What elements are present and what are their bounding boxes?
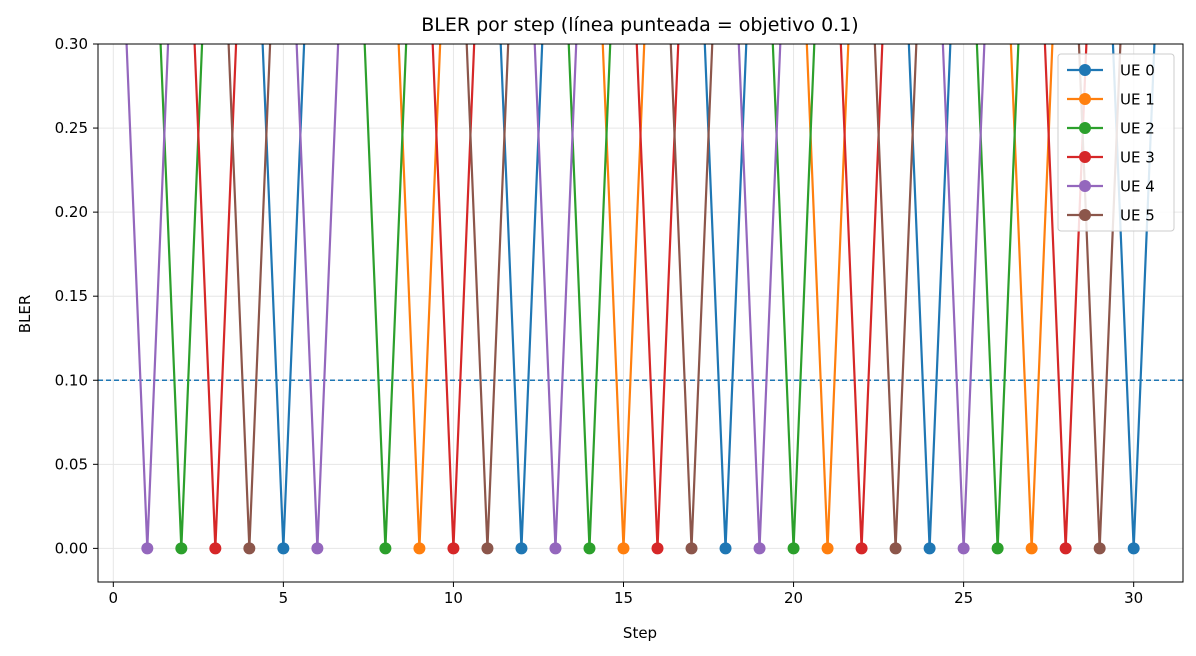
series-ue-0 <box>261 44 1156 555</box>
legend-marker <box>1079 151 1091 163</box>
data-point <box>991 542 1004 555</box>
legend-marker <box>1079 64 1091 76</box>
y-tick-label: 0.05 <box>55 455 88 473</box>
data-point <box>889 542 902 555</box>
data-point <box>243 542 256 555</box>
data-point <box>311 542 324 555</box>
legend-marker <box>1079 209 1091 221</box>
y-tick-label: 0.15 <box>55 287 88 305</box>
data-point <box>1093 542 1106 555</box>
data-point <box>413 542 426 555</box>
data-point <box>617 542 630 555</box>
data-point <box>481 542 494 555</box>
legend-marker <box>1079 180 1091 192</box>
legend-label: UE 1 <box>1120 91 1155 109</box>
series-ue-1 <box>397 44 1054 555</box>
plot-frame <box>97 43 1184 583</box>
y-tick-label: 0.20 <box>55 203 88 221</box>
y-tick-label: 0.25 <box>55 119 88 137</box>
data-point <box>379 542 392 555</box>
legend-label: UE 0 <box>1120 62 1155 80</box>
data-point <box>685 542 698 555</box>
data-point <box>141 542 154 555</box>
data-point <box>549 542 562 555</box>
data-point <box>277 542 290 555</box>
data-point <box>583 542 596 555</box>
data-point <box>855 542 868 555</box>
data-point <box>175 542 188 555</box>
data-point <box>209 542 222 555</box>
data-point <box>957 542 970 555</box>
series-ue-2 <box>159 44 1020 555</box>
legend-entry: UE 4 <box>1067 178 1155 196</box>
series-layer <box>125 44 1156 555</box>
data-point <box>923 542 936 555</box>
data-point <box>515 542 528 555</box>
x-tick-label: 15 <box>614 589 633 607</box>
series-ue-3 <box>193 44 1088 555</box>
y-tick-label: 0.10 <box>55 371 88 389</box>
series-ue-5 <box>227 44 1122 555</box>
legend-label: UE 4 <box>1120 178 1155 196</box>
legend: UE 0 UE 1 UE 2 UE 3 UE 4 UE 5 <box>1057 53 1175 232</box>
x-tick-label: 5 <box>279 589 289 607</box>
data-point <box>787 542 800 555</box>
data-point <box>1059 542 1072 555</box>
legend-entry: UE 2 <box>1067 120 1155 138</box>
x-tick-label: 0 <box>109 589 119 607</box>
x-tick-label: 10 <box>444 589 463 607</box>
legend-marker <box>1079 93 1091 105</box>
legend-entry: UE 3 <box>1067 149 1155 167</box>
x-axis-label: Step <box>623 624 657 642</box>
legend-entry: UE 1 <box>1067 91 1155 109</box>
y-tick-label: 0.00 <box>55 539 88 557</box>
data-point <box>719 542 732 555</box>
x-tick-label: 30 <box>1124 589 1143 607</box>
data-point <box>1127 542 1140 555</box>
data-point <box>821 542 834 555</box>
legend-box <box>1057 53 1175 232</box>
chart-title: BLER por step (línea punteada = objetivo… <box>421 14 858 36</box>
y-tick-label: 0.30 <box>55 35 88 53</box>
data-point <box>1025 542 1038 555</box>
legend-entry: UE 5 <box>1067 207 1155 225</box>
legend-entry: UE 0 <box>1067 62 1155 80</box>
legend-label: UE 2 <box>1120 120 1155 138</box>
data-point <box>753 542 766 555</box>
data-point <box>651 542 664 555</box>
x-tick-label: 20 <box>784 589 803 607</box>
y-axis-label: BLER <box>16 295 34 334</box>
y-ticks: 0.00 0.05 0.10 0.15 0.20 0.25 0.30 <box>55 35 98 557</box>
legend-marker <box>1079 122 1091 134</box>
legend-label: UE 3 <box>1120 149 1155 167</box>
x-ticks: 0 5 10 15 20 25 30 <box>109 582 1143 607</box>
series-ue-4 <box>125 44 986 555</box>
legend-label: UE 5 <box>1120 207 1155 225</box>
x-tick-label: 25 <box>954 589 973 607</box>
data-point <box>447 542 460 555</box>
